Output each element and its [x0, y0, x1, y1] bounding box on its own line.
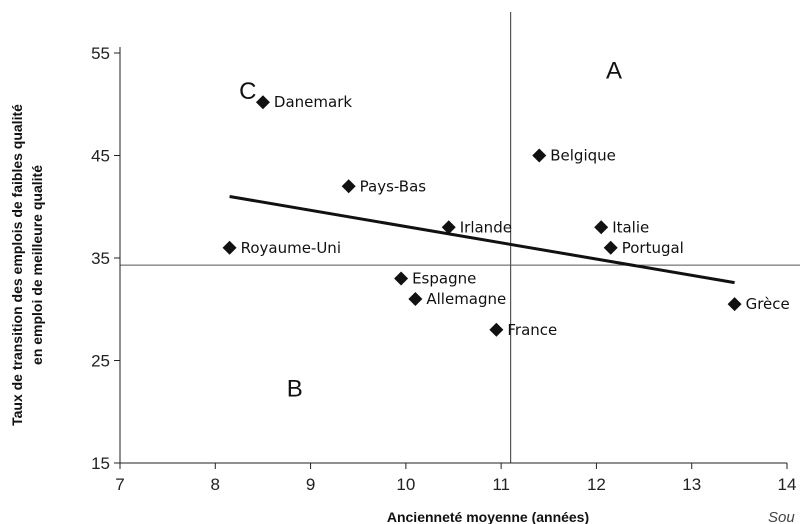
data-point-label: Grèce [746, 295, 790, 313]
data-point-marker [603, 240, 618, 255]
x-tick-label: 8 [211, 475, 220, 494]
y-tick-label: 25 [91, 352, 110, 371]
data-point-marker [727, 297, 742, 312]
data-point-label: Danemark [274, 93, 352, 111]
y-axis-title-line2: en emploi de meilleure qualité [29, 165, 45, 365]
data-point-marker [394, 271, 409, 286]
y-tick-label: 35 [91, 249, 110, 268]
x-tick-label: 13 [682, 475, 701, 494]
source-label: Sou [768, 509, 795, 524]
x-tick-label: 12 [587, 475, 606, 494]
data-point-label: Espagne [412, 270, 476, 288]
x-axis-title: Ancienneté moyenne (années) [387, 509, 589, 524]
axes: 15 25 35 45 55 7 8 9 10 11 12 13 14 [91, 44, 796, 494]
x-tick-label: 7 [115, 475, 124, 494]
data-point-label: Pays-Bas [360, 177, 427, 195]
data-point-label: Royaume-Uni [241, 239, 341, 257]
data-point-label: Belgique [550, 147, 616, 165]
data-point-marker [532, 148, 547, 163]
data-point-label: Italie [612, 218, 649, 236]
data-point-label: Allemagne [426, 290, 506, 308]
x-tick-label: 11 [492, 475, 510, 494]
data-point-marker [441, 220, 456, 235]
data-point-marker [594, 220, 609, 235]
y-tick-label: 15 [91, 454, 110, 473]
quadrant-label: B [287, 375, 303, 402]
y-tick-label: 45 [91, 147, 110, 166]
quadrant-labels: A B C [239, 58, 622, 403]
data-points: Danemark Belgique Pays-Bas Irlande Italie Por… [222, 93, 790, 339]
y-axis-title-line1: Taux de transition des emplois de faible… [9, 104, 25, 426]
x-tick-label: 14 [778, 475, 797, 494]
y-tick-label: 55 [91, 44, 110, 63]
data-point-marker [341, 179, 356, 194]
data-point-label: Irlande [460, 218, 512, 236]
quadrant-label: C [239, 78, 256, 105]
trendline [229, 195, 735, 285]
quadrant-label: A [606, 58, 622, 85]
x-tick-label: 10 [396, 475, 415, 494]
reference-lines [120, 12, 800, 463]
data-point-marker [489, 322, 504, 337]
data-point-label: Portugal [622, 239, 684, 257]
data-point-marker [222, 240, 237, 255]
data-point-marker [255, 95, 270, 110]
data-point-label: France [507, 321, 557, 339]
trendline-group [229, 195, 735, 285]
data-point-marker [408, 292, 423, 306]
x-tick-label: 9 [306, 475, 315, 494]
